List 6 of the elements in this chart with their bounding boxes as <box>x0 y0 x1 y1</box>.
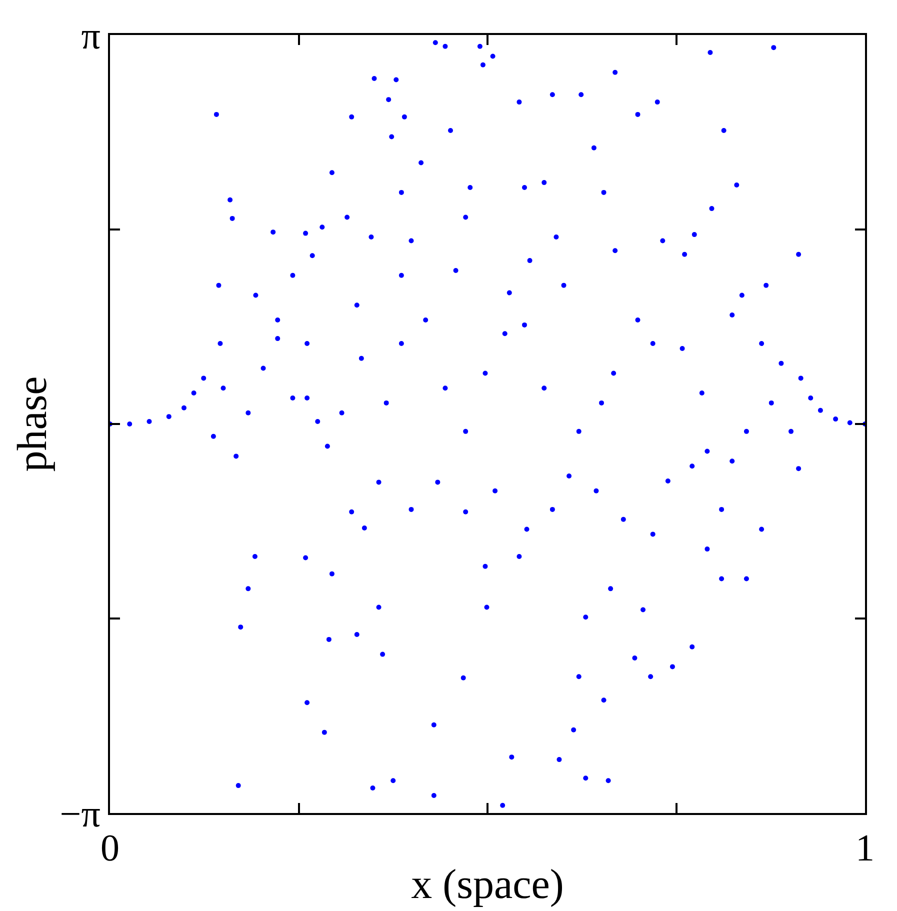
x-tick-label: 1 <box>856 828 874 870</box>
x-axis-title: x (space) <box>411 862 564 908</box>
x-tick-label: 0 <box>100 828 120 870</box>
y-tick-label: −π <box>60 793 100 836</box>
y-axis-title: phase <box>10 376 56 472</box>
y-tick-label: π <box>81 15 100 58</box>
